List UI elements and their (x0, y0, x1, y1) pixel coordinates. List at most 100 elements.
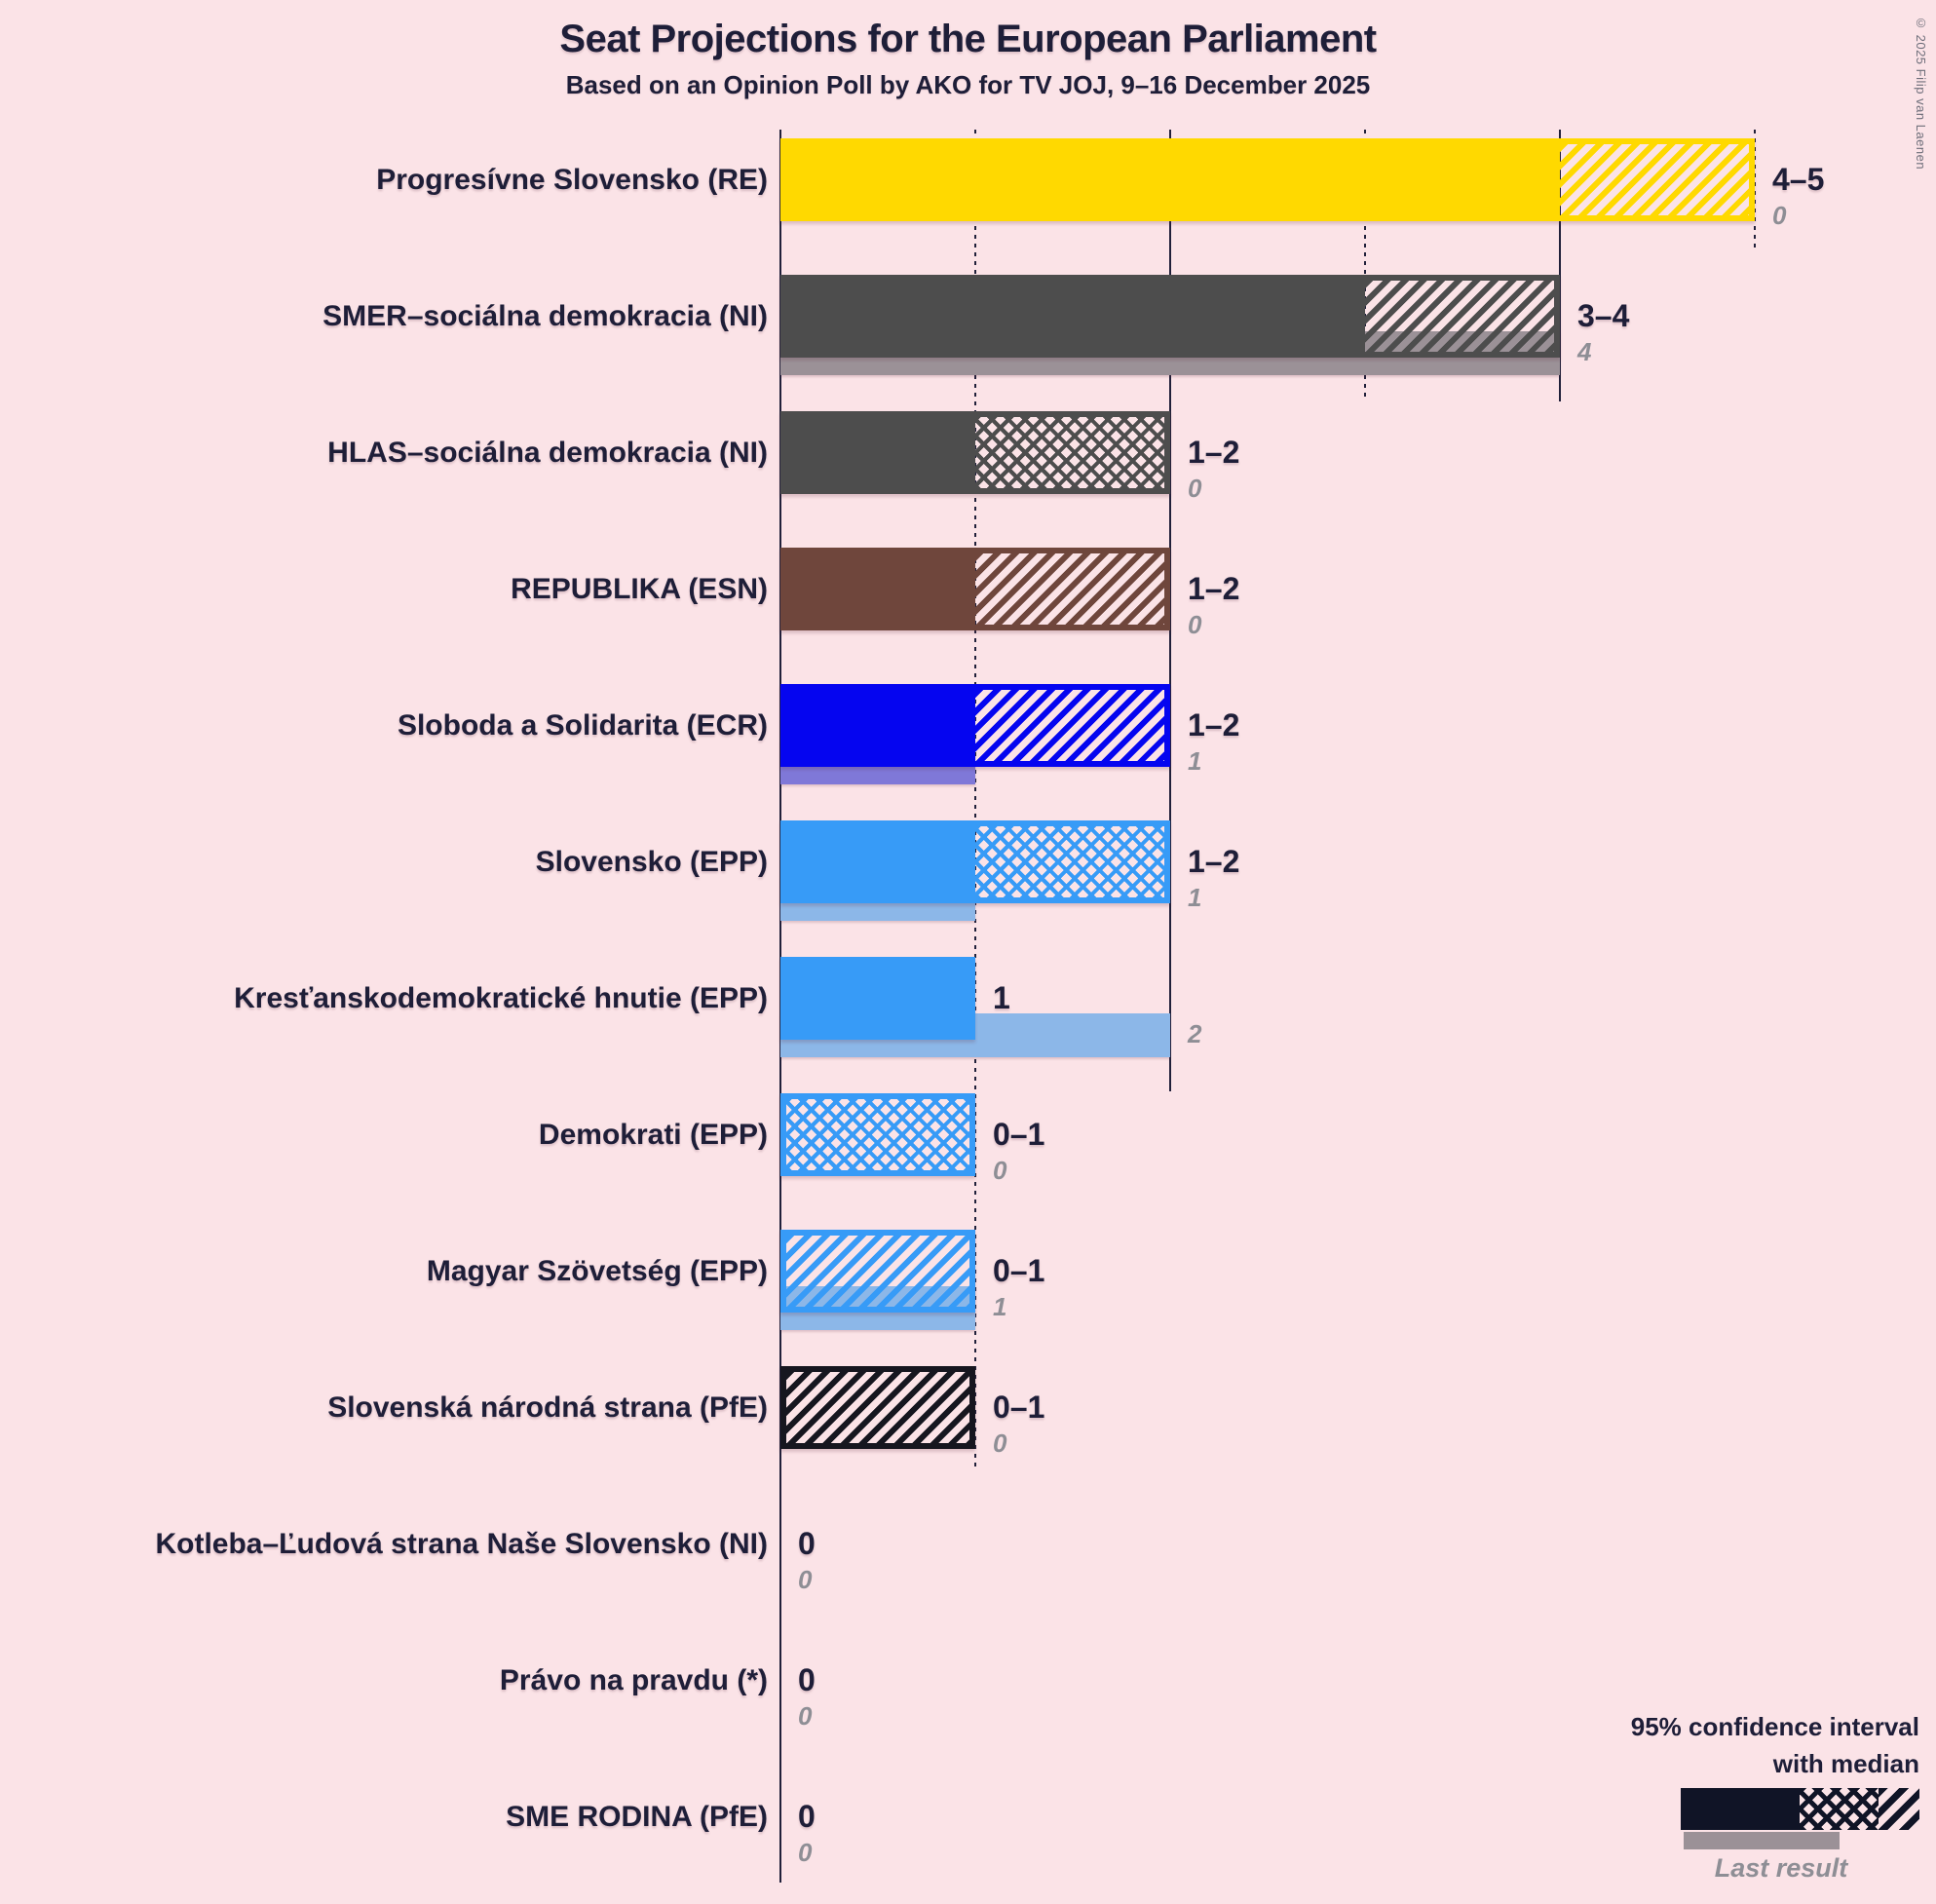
last-result-value: 0 (798, 1701, 813, 1731)
chart-row: SMER–sociálna demokracia (NI) 3–4 4 (0, 248, 1936, 384)
ci-range-label: 0 (798, 1799, 816, 1834)
copyright-note: © 2025 Filip van Laenen (1914, 16, 1928, 171)
party-label: Právo na pravdu (*) (499, 1664, 768, 1696)
ci-solid-segment (786, 826, 975, 897)
last-result-value: 0 (993, 1156, 1007, 1185)
chart-row: Právo na pravdu (*) 0 0 (0, 1612, 1936, 1748)
last-result-value: 2 (1188, 1019, 1202, 1048)
confidence-interval-bar (780, 1093, 975, 1176)
last-result-value: 0 (798, 1838, 813, 1867)
confidence-interval-bar (780, 138, 1755, 221)
chart-subtitle: Based on an Opinion Poll by AKO for TV J… (565, 70, 1371, 99)
gridline-solid-2 (1169, 130, 1171, 1091)
last-result-value: 1 (1188, 746, 1202, 776)
ci-crosshatch-segment (786, 1099, 969, 1170)
legend-confidence-swatch (1681, 1788, 1919, 1830)
ci-crosshatch-segment (975, 417, 1164, 488)
confidence-bar-segments (786, 963, 969, 1034)
legend-crosshatch-segment (1800, 1788, 1879, 1830)
ci-solid-segment (786, 553, 975, 625)
chart-row: Progresívne Slovensko (RE) 4–5 0 (0, 111, 1936, 248)
ci-diagonal-segment (1365, 281, 1554, 352)
party-label: Slovenská národná strana (PfE) (327, 1391, 768, 1424)
legend-last-result-swatch (1684, 1832, 1840, 1849)
confidence-interval-bar (780, 1230, 975, 1313)
ci-solid-segment (786, 963, 969, 1034)
ci-range-label: 0–1 (993, 1253, 1045, 1288)
ci-range-label: 1 (993, 980, 1010, 1015)
ci-diagonal-segment (786, 1236, 969, 1307)
confidence-interval-bar (780, 548, 1170, 630)
confidence-bar-segments (786, 417, 1164, 488)
legend-solid-segment (1681, 1788, 1800, 1830)
party-label: HLAS–sociálna demokracia (NI) (327, 437, 768, 469)
party-label: Demokrati (EPP) (538, 1119, 768, 1151)
confidence-interval-bar (780, 411, 1170, 494)
ci-solid-segment (786, 417, 975, 488)
party-label: Progresívne Slovensko (RE) (376, 164, 768, 196)
confidence-interval-bar (780, 684, 1170, 767)
ci-diagonal-segment (975, 690, 1164, 761)
confidence-interval-bar (780, 275, 1560, 358)
chart-row: Magyar Szövetség (EPP) 0–1 1 (0, 1202, 1936, 1339)
ci-solid-segment (786, 690, 975, 761)
ci-range-label: 0 (798, 1526, 816, 1561)
confidence-bar-segments (786, 1236, 969, 1307)
legend-diagonal-segment (1879, 1788, 1919, 1830)
chart-row: Sloboda a Solidarita (ECR) 1–2 1 (0, 657, 1936, 793)
ci-solid-segment (786, 144, 1560, 215)
ci-diagonal-segment (975, 553, 1164, 625)
ci-range-label: 1–2 (1188, 844, 1240, 879)
party-label: Magyar Szövetség (EPP) (426, 1255, 768, 1287)
ci-range-label: 1–2 (1188, 571, 1240, 606)
legend-last-result-label: Last result (1714, 1853, 1848, 1883)
gridline-dotted-3 (1364, 130, 1366, 401)
ci-range-label: 0–1 (993, 1390, 1045, 1425)
chart-row: Slovensko (EPP) 1–2 1 (0, 793, 1936, 930)
ci-range-label: 4–5 (1772, 162, 1825, 197)
last-result-value: 4 (1577, 337, 1592, 366)
chart-row: Kresťanskodemokratické hnutie (EPP) 1 2 (0, 930, 1936, 1066)
ci-range-label: 0–1 (993, 1117, 1045, 1152)
gridline-dotted-5 (1754, 130, 1756, 251)
last-result-value: 0 (798, 1565, 813, 1594)
confidence-bar-segments (786, 1372, 969, 1443)
last-result-value: 1 (1188, 883, 1202, 912)
confidence-interval-bar (780, 1366, 975, 1449)
confidence-bar-segments (786, 826, 1164, 897)
chart-row: Slovenská národná strana (PfE) 0–1 0 (0, 1339, 1936, 1475)
ci-crosshatch-segment (975, 826, 1164, 897)
party-label: Kresťanskodemokratické hnutie (EPP) (234, 982, 768, 1014)
chart-row: Demokrati (EPP) 0–1 0 (0, 1066, 1936, 1202)
last-result-value: 0 (1188, 610, 1202, 639)
party-label: Slovensko (EPP) (535, 846, 768, 878)
legend-ci-label-line2: with median (1772, 1749, 1919, 1778)
confidence-bar-segments (786, 690, 1164, 761)
confidence-interval-bar (780, 957, 975, 1040)
confidence-interval-bar (780, 820, 1170, 903)
ci-diagonal-segment (786, 1372, 969, 1443)
last-result-value: 0 (993, 1428, 1007, 1458)
ci-diagonal-segment (1560, 144, 1749, 215)
confidence-bar-segments (786, 281, 1554, 352)
chart-row: SME RODINA (PfE) 0 0 (0, 1748, 1936, 1885)
chart-row: Kotleba–Ľudová strana Naše Slovensko (NI… (0, 1475, 1936, 1612)
gridline-dotted-1 (974, 130, 976, 1467)
chart-title: Seat Projections for the European Parlia… (559, 18, 1377, 60)
confidence-bar-segments (786, 144, 1749, 215)
gridline-solid-4 (1559, 130, 1561, 401)
confidence-bar-segments (786, 1099, 969, 1170)
party-label: SME RODINA (PfE) (506, 1801, 768, 1833)
party-label: Kotleba–Ľudová strana Naše Slovensko (NI… (155, 1528, 768, 1560)
ci-range-label: 0 (798, 1662, 816, 1697)
ci-range-label: 1–2 (1188, 435, 1240, 470)
chart-row: REPUBLIKA (ESN) 1–2 0 (0, 520, 1936, 657)
party-label: SMER–sociálna demokracia (NI) (323, 300, 768, 332)
ci-solid-segment (786, 281, 1365, 352)
last-result-value: 0 (1188, 474, 1202, 503)
chart-row: HLAS–sociálna demokracia (NI) 1–2 0 (0, 384, 1936, 520)
ci-range-label: 1–2 (1188, 707, 1240, 743)
party-label: REPUBLIKA (ESN) (511, 573, 768, 605)
last-result-value: 0 (1772, 201, 1787, 230)
